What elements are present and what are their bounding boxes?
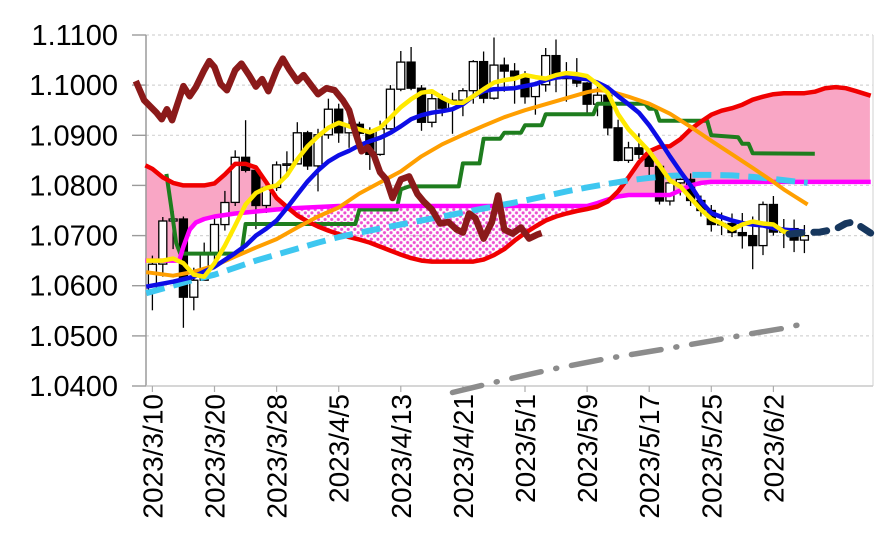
candle-body (158, 220, 168, 265)
candle-body (799, 234, 810, 241)
blue-line (145, 73, 805, 289)
candle-body (748, 234, 758, 247)
candle-up (541, 48, 551, 92)
x-axis-label: 2023/5/9 (572, 394, 603, 503)
x-axis-label: 2023/3/28 (262, 394, 293, 519)
candle-body (768, 203, 779, 233)
candle-body (675, 178, 685, 184)
candle-body (189, 279, 199, 298)
y-axis-labels: 1.1100 1.1000 1.0900 1.0800 1.0700 1.0600 1.05… (29, 20, 118, 403)
y-axis-label: 1.0900 (29, 120, 118, 152)
candle-body (634, 147, 644, 155)
candle-up (323, 98, 334, 139)
candle-down (406, 47, 416, 91)
candle-down (727, 213, 737, 238)
navy-dashed-line (785, 218, 875, 238)
candle-body (499, 64, 509, 72)
candle-up (385, 85, 396, 130)
candle-up (158, 217, 168, 277)
candle-up (396, 51, 406, 92)
candle-down (737, 213, 747, 249)
gray-dashdot-line (449, 319, 813, 396)
dark-red-line (132, 55, 543, 242)
x-axis-label: 2023/5/17 (634, 394, 665, 519)
cloud-bear-area (290, 198, 612, 262)
y-axis-label: 1.1100 (31, 20, 118, 52)
y-axis-label: 1.0800 (29, 170, 118, 202)
candle-down (478, 51, 489, 104)
candle-down (509, 63, 520, 104)
y-axis-label: 1.0400 (29, 371, 118, 403)
candle-body (385, 88, 396, 130)
candle-down (613, 119, 623, 162)
x-axis-label: 2023/6/2 (758, 394, 789, 503)
x-axis-label: 2023/4/5 (324, 394, 355, 503)
x-axis-label: 2023/4/13 (386, 394, 417, 519)
x-axis-label: 2023/5/25 (696, 394, 727, 519)
candle-body (468, 60, 478, 92)
candle-body (416, 87, 427, 123)
candle-down (499, 57, 509, 92)
candle-body (613, 127, 623, 162)
candle-up (623, 141, 634, 163)
red-line (144, 84, 872, 264)
candle-body (209, 223, 220, 255)
x-axis-label: 2023/3/20 (200, 394, 231, 519)
candle-body (292, 132, 302, 165)
cyan-dashed-line (145, 171, 808, 297)
candle-body (230, 156, 240, 204)
candle-up (230, 150, 240, 206)
candle-body (375, 128, 385, 156)
candle-body (478, 60, 489, 99)
y-axis-label: 1.0700 (29, 221, 118, 253)
candle-body (509, 70, 520, 77)
candle-body (623, 147, 634, 161)
orange-line (145, 88, 809, 278)
x-axis-label: 2023/4/21 (448, 394, 479, 519)
candle-body (541, 54, 551, 86)
x-axis-label: 2023/3/10 (137, 394, 168, 519)
candle-down (551, 39, 561, 93)
x-axis-label: 2023/5/1 (510, 394, 541, 503)
yellow-line (146, 70, 805, 279)
y-axis-label: 1.0500 (29, 321, 118, 353)
y-axis-label: 1.0600 (29, 271, 118, 303)
candle-body (282, 163, 292, 166)
candle-down (582, 82, 592, 115)
y-axis-label: 1.1000 (29, 70, 118, 102)
candle-body (406, 61, 416, 89)
candle-body (251, 169, 261, 207)
candle-body (396, 61, 406, 90)
x-axis-labels: 2023/3/10 2023/3/20 2023/3/28 2023/4/5 2023/… (137, 394, 789, 519)
candle-body (737, 231, 747, 237)
candle-body (323, 108, 334, 136)
